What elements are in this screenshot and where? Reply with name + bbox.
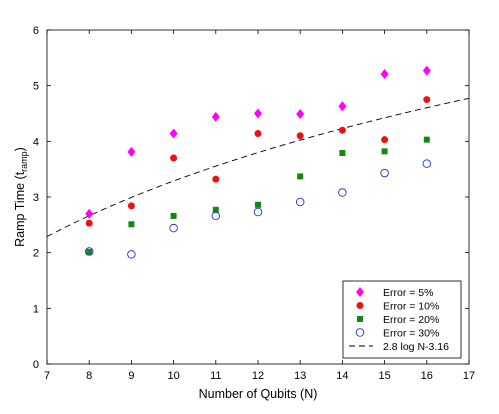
data-point bbox=[381, 136, 389, 144]
data-point bbox=[85, 219, 93, 227]
x-axis-label: Number of Qubits (N) bbox=[199, 387, 318, 401]
data-point bbox=[423, 136, 430, 143]
data-point bbox=[128, 221, 135, 228]
y-tick-label: 0 bbox=[33, 359, 39, 371]
marks-layer bbox=[84, 65, 432, 259]
legend: Error = 5%Error = 10% Error = 20%Error = … bbox=[342, 280, 462, 359]
data-point bbox=[338, 126, 346, 134]
legend-label: Error = 20% bbox=[383, 314, 439, 326]
legend-label: Error = 30% bbox=[383, 327, 439, 339]
data-point bbox=[86, 249, 93, 256]
data-point bbox=[211, 211, 221, 221]
x-tick-label: 12 bbox=[252, 370, 264, 382]
y-axis-label-subscript: ramp bbox=[19, 151, 29, 172]
data-point bbox=[212, 175, 220, 183]
x-tick-label: 17 bbox=[463, 370, 475, 382]
legend-fit-label: 2.8 log N-3.16 bbox=[383, 341, 449, 353]
x-tick-label: 11 bbox=[210, 370, 221, 382]
fit-layer bbox=[46, 97, 470, 237]
data-point bbox=[85, 208, 94, 219]
y-tick-label: 3 bbox=[33, 192, 39, 204]
data-point bbox=[381, 148, 388, 155]
legend-label: Error = 5% bbox=[383, 287, 433, 299]
y-tick-label: 4 bbox=[33, 136, 39, 148]
data-point bbox=[170, 212, 177, 219]
data-point bbox=[339, 150, 346, 157]
data-point bbox=[127, 202, 135, 210]
data-point bbox=[84, 247, 94, 256]
x-tick-label: 8 bbox=[86, 370, 92, 382]
data-point bbox=[338, 101, 347, 112]
y-axis-label-close: ) bbox=[13, 147, 27, 151]
data-point bbox=[296, 132, 304, 140]
x-tick-label: 15 bbox=[378, 370, 390, 382]
legend-marker bbox=[356, 302, 364, 309]
fit-curve bbox=[46, 97, 470, 237]
data-point bbox=[169, 223, 178, 233]
y-tick-label: 1 bbox=[33, 303, 39, 315]
x-tick-label: 9 bbox=[128, 370, 134, 382]
data-point bbox=[169, 128, 178, 139]
data-point bbox=[253, 207, 263, 217]
data-point bbox=[297, 173, 304, 180]
data-point bbox=[423, 96, 431, 104]
x-tick-label: 13 bbox=[294, 370, 306, 382]
legend-label: Error = 10% bbox=[383, 300, 439, 312]
data-point bbox=[296, 109, 305, 120]
data-point bbox=[338, 188, 347, 197]
x-tick-label: 10 bbox=[167, 370, 179, 382]
legend-marker bbox=[355, 328, 365, 337]
y-tick-label: 6 bbox=[33, 25, 39, 37]
data-point bbox=[422, 159, 432, 168]
data-point bbox=[170, 154, 178, 162]
data-point bbox=[380, 168, 389, 178]
data-point bbox=[127, 250, 136, 259]
x-tick-label: 14 bbox=[336, 370, 348, 382]
legend-marker bbox=[356, 287, 364, 297]
data-point bbox=[254, 108, 262, 119]
data-point bbox=[254, 130, 262, 138]
data-point bbox=[255, 201, 261, 208]
data-point bbox=[422, 65, 431, 76]
y-tick-label: 5 bbox=[33, 81, 39, 93]
x-tick-label: 7 bbox=[44, 370, 50, 382]
data-point bbox=[380, 68, 389, 79]
y-axis-label: Ramp Time (tramp) bbox=[13, 147, 29, 247]
x-tick-label: 16 bbox=[421, 370, 433, 382]
y-tick-label: 2 bbox=[33, 248, 39, 260]
data-point bbox=[211, 111, 220, 122]
data-point bbox=[295, 197, 305, 207]
data-point bbox=[212, 206, 219, 213]
y-axis-label-main: Ramp Time (t bbox=[13, 171, 27, 247]
legend-marker bbox=[357, 316, 363, 322]
data-point bbox=[127, 146, 136, 157]
